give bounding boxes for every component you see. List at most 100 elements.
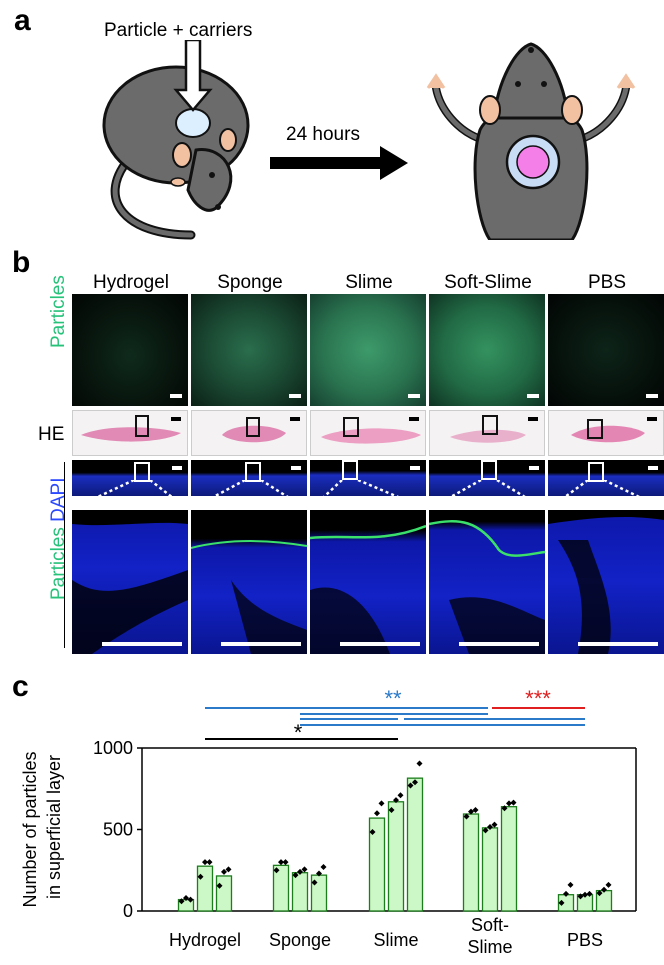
- particles-image-slime: [310, 294, 426, 406]
- merge-image-slime: [310, 510, 426, 654]
- dapi-overview-soft-slime: [429, 460, 545, 496]
- y-axis-title-line-1: Number of particles: [20, 751, 40, 907]
- roi-box: [135, 415, 149, 437]
- roi-box: [134, 462, 150, 482]
- significance-star-red: ***: [525, 686, 551, 711]
- he-image-hydrogel: [72, 410, 188, 456]
- column-label-slime: Slime: [345, 272, 393, 293]
- data-point: [582, 891, 588, 898]
- scale-bar: [170, 394, 182, 398]
- scale-bar: [646, 394, 658, 398]
- bar: [291, 872, 309, 912]
- data-point: [506, 800, 512, 807]
- data-point: [197, 873, 204, 880]
- scale-bar: [529, 466, 539, 470]
- data-point: [316, 870, 322, 877]
- bar: [272, 864, 290, 912]
- data-point: [487, 824, 493, 831]
- roi-box: [482, 415, 498, 435]
- data-point: [468, 808, 474, 815]
- he-image-pbs: [548, 410, 664, 456]
- x-tick-label-line: Slime: [373, 930, 418, 950]
- data-point: [369, 828, 376, 835]
- data-point: [596, 890, 603, 897]
- dapi-overview-hydrogel: [72, 460, 188, 496]
- x-tick-label: Hydrogel: [169, 930, 241, 950]
- mouse-top-illustration: [426, 42, 636, 240]
- he-section: [222, 425, 286, 443]
- scale-bar: [528, 417, 538, 421]
- bar: [500, 806, 518, 912]
- merge-image-pbs: [548, 510, 664, 654]
- data-point: [601, 886, 607, 893]
- data-point: [202, 859, 208, 866]
- dapi-overview-slime: [310, 460, 426, 496]
- panel-c-letter: c: [12, 670, 29, 703]
- row-label-merge: Particles DAPI: [48, 478, 70, 601]
- scale-bar: [221, 642, 301, 646]
- merge-image-soft-slime: [429, 510, 545, 654]
- scale-bar: [409, 417, 419, 421]
- scale-bar: [340, 642, 420, 646]
- time-arrow-icon: [270, 146, 408, 180]
- data-point: [320, 863, 327, 870]
- roi-box: [587, 419, 603, 439]
- data-point: [416, 760, 423, 767]
- x-tick-label: Sponge: [269, 930, 331, 950]
- scale-bar: [290, 417, 300, 421]
- data-point: [393, 797, 399, 804]
- dapi-overview-pbs: [548, 460, 664, 496]
- bar: [406, 777, 424, 912]
- y-tick-label: 500: [103, 820, 133, 840]
- scale-bar: [647, 417, 657, 421]
- dapi-overview-sponge: [191, 460, 307, 496]
- data-point: [282, 859, 289, 866]
- roi-box: [481, 460, 497, 480]
- tissue-texture: [72, 510, 188, 654]
- he-section: [321, 428, 421, 444]
- y-tick-label: 0: [123, 901, 133, 921]
- y-tick-label: 1000: [93, 738, 133, 758]
- tissue-texture: [429, 520, 545, 654]
- merge-image-sponge: [191, 510, 307, 654]
- data-point: [311, 879, 318, 886]
- column-label-hydrogel: Hydrogel: [92, 272, 170, 293]
- scale-bar: [578, 642, 658, 646]
- data-point: [463, 813, 470, 820]
- bar: [368, 817, 386, 912]
- row-label-particles: Particles: [48, 275, 69, 348]
- x-tick-label-line: Sponge: [269, 930, 331, 950]
- significance-star-black: *: [294, 720, 303, 745]
- data-point: [297, 868, 303, 875]
- he-image-slime: [310, 410, 426, 456]
- data-point: [301, 866, 308, 873]
- injection-label: Particle + carriers: [104, 20, 253, 41]
- mouse-side-illustration: [102, 40, 250, 240]
- roi-box: [343, 417, 359, 437]
- scale-bar: [172, 466, 182, 470]
- data-point: [605, 881, 612, 888]
- bar-chart: ** *** * Number of particles in superfic…: [20, 686, 637, 957]
- data-point: [412, 779, 418, 786]
- data-point: [397, 792, 404, 799]
- significance-star-blue: **: [384, 686, 402, 711]
- y-axis-title: Number of particles in superficial layer: [20, 746, 64, 907]
- particles-image-hydrogel: [72, 294, 188, 406]
- data-point: [273, 867, 280, 874]
- data-point: [491, 821, 498, 828]
- data-point: [225, 866, 232, 873]
- scale-bar: [648, 466, 658, 470]
- particles-image-pbs: [548, 294, 664, 406]
- he-section: [450, 429, 526, 443]
- tissue-texture: [310, 524, 426, 654]
- data-point: [388, 806, 395, 813]
- roi-box: [246, 417, 260, 437]
- x-tick-label: PBS: [567, 930, 603, 950]
- panel-b-letter: b: [12, 246, 31, 279]
- bar: [215, 875, 233, 912]
- scale-bar: [459, 642, 539, 646]
- data-point: [221, 868, 227, 875]
- data-point: [378, 800, 385, 807]
- tissue-texture: [548, 510, 664, 654]
